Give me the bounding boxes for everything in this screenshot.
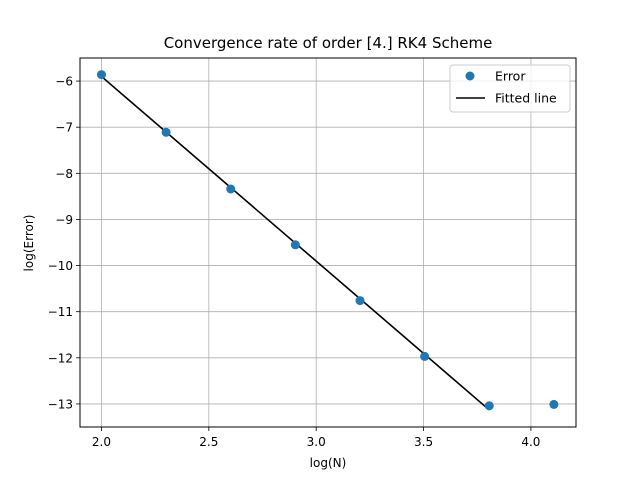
- legend: Error Fitted line: [449, 64, 571, 113]
- y-tick-label: −10: [48, 259, 73, 273]
- y-tick-label: −13: [48, 397, 73, 411]
- x-tick-label: 3.0: [307, 435, 326, 449]
- y-tick-label: −9: [55, 213, 73, 227]
- error-point: [549, 399, 559, 409]
- x-axis-label: log(N): [310, 456, 347, 470]
- legend-box: [449, 64, 571, 113]
- x-tick-label: 3.5: [414, 435, 433, 449]
- chart-title: Convergence rate of order [4.] RK4 Schem…: [164, 34, 493, 52]
- series-layer: [96, 70, 559, 411]
- y-axis-label: log(Error): [22, 215, 36, 272]
- plot-frame: [79, 57, 577, 428]
- x-tick-label: 2.0: [92, 435, 111, 449]
- y-tick-label: −8: [55, 167, 73, 181]
- legend-marker-error: [465, 71, 475, 81]
- error-point: [420, 351, 430, 361]
- error-point: [161, 127, 171, 137]
- grid: [80, 58, 576, 427]
- error-point: [355, 296, 365, 306]
- y-tick-label: −12: [48, 351, 73, 365]
- x-tick-label: 2.5: [199, 435, 218, 449]
- axis-ticks: 2.0 2.5 3.0 3.5 4.0 −6 −7 −8 −9 −10 −11 −12 −13: [48, 75, 541, 449]
- y-tick-label: −11: [48, 305, 73, 319]
- error-point: [226, 184, 236, 194]
- y-tick-label: −7: [55, 121, 73, 135]
- legend-label-error: Error: [495, 69, 526, 84]
- error-point: [96, 70, 106, 80]
- y-tick-label: −6: [55, 75, 73, 89]
- error-point: [290, 240, 300, 250]
- legend-label-fitted-line: Fitted line: [495, 91, 557, 106]
- error-point: [484, 401, 494, 411]
- x-tick-label: 4.0: [521, 435, 540, 449]
